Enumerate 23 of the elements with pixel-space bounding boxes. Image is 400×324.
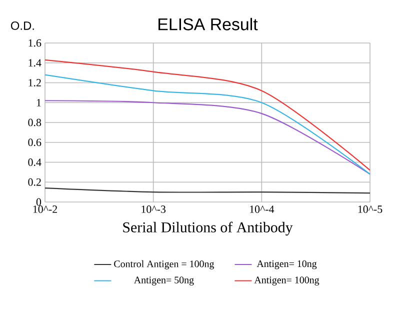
y-axis-title: O.D.	[10, 21, 34, 30]
y-tick-label: 1.6	[28, 39, 42, 47]
x-axis-title: Serial Dilutions of Antibody	[123, 222, 293, 236]
line-series	[45, 59, 370, 171]
legend-label: Antigen= 50ng	[134, 276, 194, 286]
y-tick-label: 1.2	[28, 79, 41, 86]
line-series	[45, 74, 370, 175]
y-tick-label: 1.4	[28, 59, 42, 67]
y-tick-label: 0.2	[28, 178, 41, 186]
line-series	[45, 100, 370, 175]
x-tick-label: 10^-5	[358, 206, 382, 213]
y-tick-label: 0.4	[28, 158, 42, 166]
x-tick-label: 10^-4	[250, 206, 274, 213]
legend-label: Antigen= 10ng	[256, 260, 317, 270]
y-tick-label: 0.8	[28, 118, 42, 126]
x-tick-label: 10^-3	[142, 206, 166, 213]
legend-label: Antigen= 100ng	[254, 276, 320, 286]
legend-label: Control Antigen = 100ng	[114, 260, 214, 270]
y-tick-label: 1	[36, 99, 41, 106]
x-tick-label: 10^-2	[33, 206, 58, 213]
y-tick-label: 0.6	[28, 138, 42, 146]
chart-title: ELISA Result	[158, 18, 258, 30]
y-tick-label: 0	[36, 198, 42, 206]
